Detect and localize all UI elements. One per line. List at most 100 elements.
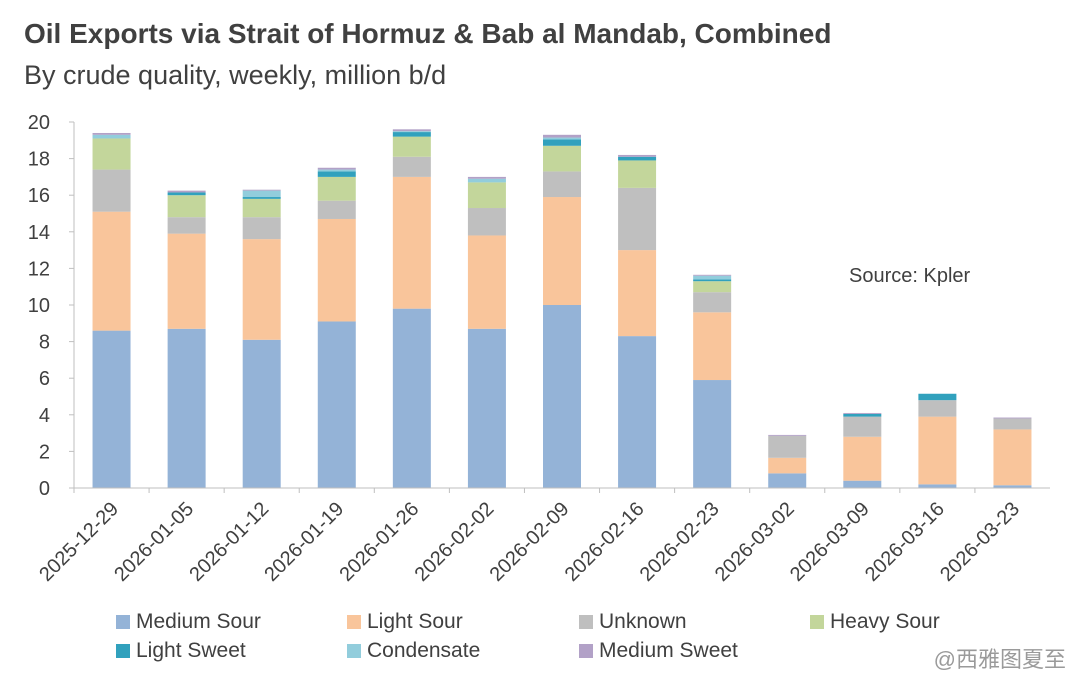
y-tick-label: 4 [39, 405, 50, 427]
legend-swatch [579, 615, 593, 629]
bar-segment-medium-sour [993, 485, 1032, 488]
bar-segment-condensate [693, 275, 732, 280]
legend-swatch [116, 615, 130, 629]
legend-swatch [579, 644, 593, 658]
legend-label: Light Sweet [136, 639, 246, 662]
bar-segment-heavy-sour [167, 195, 206, 218]
bar-segment-light-sour [242, 239, 281, 340]
x-tick-label: 2026-01-26 [335, 498, 423, 586]
legend-item-medium-sweet: Medium Sweet [579, 639, 738, 663]
bar-segment-light-sweet [618, 156, 657, 161]
y-tick-label: 6 [39, 368, 50, 390]
x-tick-label: 2026-03-23 [936, 498, 1024, 586]
bar-segment-medium-sweet [92, 132, 131, 135]
bar-segment-light-sour [167, 233, 206, 329]
x-tick-label: 2026-02-09 [486, 498, 574, 586]
x-tick-label: 2025-12-29 [35, 498, 123, 586]
bar-segment-medium-sour [392, 308, 431, 488]
bar-segment-medium-sour [768, 473, 807, 488]
x-tick-label: 2026-03-16 [861, 498, 949, 586]
bar-segment-heavy-sour [92, 138, 131, 170]
legend-item-unknown: Unknown [579, 610, 687, 634]
bar-segment-light-sweet [317, 171, 356, 177]
bar-segment-medium-sweet [317, 167, 356, 170]
y-tick-label: 10 [28, 295, 50, 317]
bar-segment-medium-sweet [768, 434, 807, 436]
bar-segment-medium-sweet [392, 129, 431, 132]
x-tick-label: 2026-01-19 [260, 498, 348, 586]
bar-segment-medium-sour [467, 328, 506, 488]
source-annotation: Source: Kpler [849, 265, 971, 287]
x-tick-label: 2026-01-12 [185, 498, 273, 586]
bar-segment-medium-sweet [993, 417, 1032, 419]
bar-segment-medium-sour [242, 339, 281, 488]
bar-segment-light-sour [918, 416, 957, 485]
legend-label: Unknown [599, 610, 687, 633]
bar-segment-medium-sour [618, 336, 657, 488]
legend-label: Condensate [367, 639, 481, 662]
bar-segment-medium-sour [843, 480, 882, 488]
y-tick-label: 2 [39, 441, 50, 463]
bar-segment-medium-sour [693, 380, 732, 488]
chart-title: Oil Exports via Strait of Hormuz & Bab a… [24, 18, 832, 49]
bar-segment-heavy-sour [467, 182, 506, 209]
bar-segment-light-sour [993, 429, 1032, 486]
x-tick-label: 2026-03-09 [786, 498, 874, 586]
y-tick-label: 8 [39, 332, 50, 354]
bar-segment-medium-sour [543, 305, 581, 488]
bar-segment-medium-sweet [467, 176, 506, 179]
bar-segment-heavy-sour [392, 136, 431, 157]
bar-segment-unknown [167, 217, 206, 234]
bar-segment-unknown [317, 200, 356, 219]
x-tick-label: 2026-03-02 [711, 498, 799, 586]
bar-segment-unknown [993, 418, 1032, 430]
bar-segment-heavy-sour [618, 160, 657, 188]
y-tick-label: 14 [28, 222, 50, 244]
bar-segment-medium-sour [918, 484, 957, 488]
legend-swatch [347, 615, 361, 629]
bar-segment-light-sour [843, 436, 882, 481]
bar-segment-medium-sweet [167, 190, 206, 193]
bar-segment-heavy-sour [543, 145, 581, 172]
bars-group [92, 129, 1032, 488]
bar-segment-unknown [242, 217, 281, 240]
bar-segment-light-sweet [693, 279, 732, 282]
legend-label: Medium Sweet [599, 639, 738, 662]
chart-subtitle: By crude quality, weekly, million b/d [24, 60, 447, 90]
legend-item-medium-sour: Medium Sour [116, 610, 261, 634]
y-tick-label: 20 [28, 112, 50, 134]
bar-segment-light-sour [92, 211, 131, 331]
x-tick-label: 2026-02-16 [561, 498, 649, 586]
bar-segment-medium-sweet [843, 412, 882, 414]
bar-segment-light-sour [618, 250, 657, 337]
bar-segment-unknown [768, 435, 807, 458]
bar-segment-condensate [92, 134, 131, 139]
legend-swatch [116, 644, 130, 658]
bar-segment-light-sweet [843, 413, 882, 417]
legend-label: Medium Sour [136, 610, 261, 633]
bar-segment-condensate [467, 178, 506, 183]
bar-segment-unknown [467, 208, 506, 236]
bar-segment-light-sweet [167, 192, 206, 196]
bar-segment-unknown [543, 171, 581, 198]
y-tick-label: 16 [28, 185, 50, 207]
bar-segment-unknown [392, 156, 431, 177]
bar-segment-medium-sour [92, 330, 131, 488]
bar-segment-light-sweet [543, 139, 581, 146]
bar-segment-light-sour [467, 235, 506, 329]
bar-segment-unknown [693, 292, 732, 313]
y-tick-label: 18 [28, 149, 50, 171]
bar-segment-unknown [918, 400, 957, 417]
legend-item-light-sour: Light Sour [347, 610, 463, 634]
watermark: @西雅图夏至 [933, 647, 1066, 672]
bar-segment-light-sweet [392, 132, 431, 137]
bar-segment-light-sour [768, 457, 807, 474]
bar-segment-unknown [92, 169, 131, 212]
legend-label: Heavy Sour [830, 610, 940, 633]
bar-segment-heavy-sour [317, 176, 356, 201]
bar-segment-condensate [317, 169, 356, 172]
bar-segment-light-sour [392, 176, 431, 309]
x-tick-label: 2026-02-23 [636, 498, 724, 586]
bar-segment-light-sour [317, 218, 356, 322]
